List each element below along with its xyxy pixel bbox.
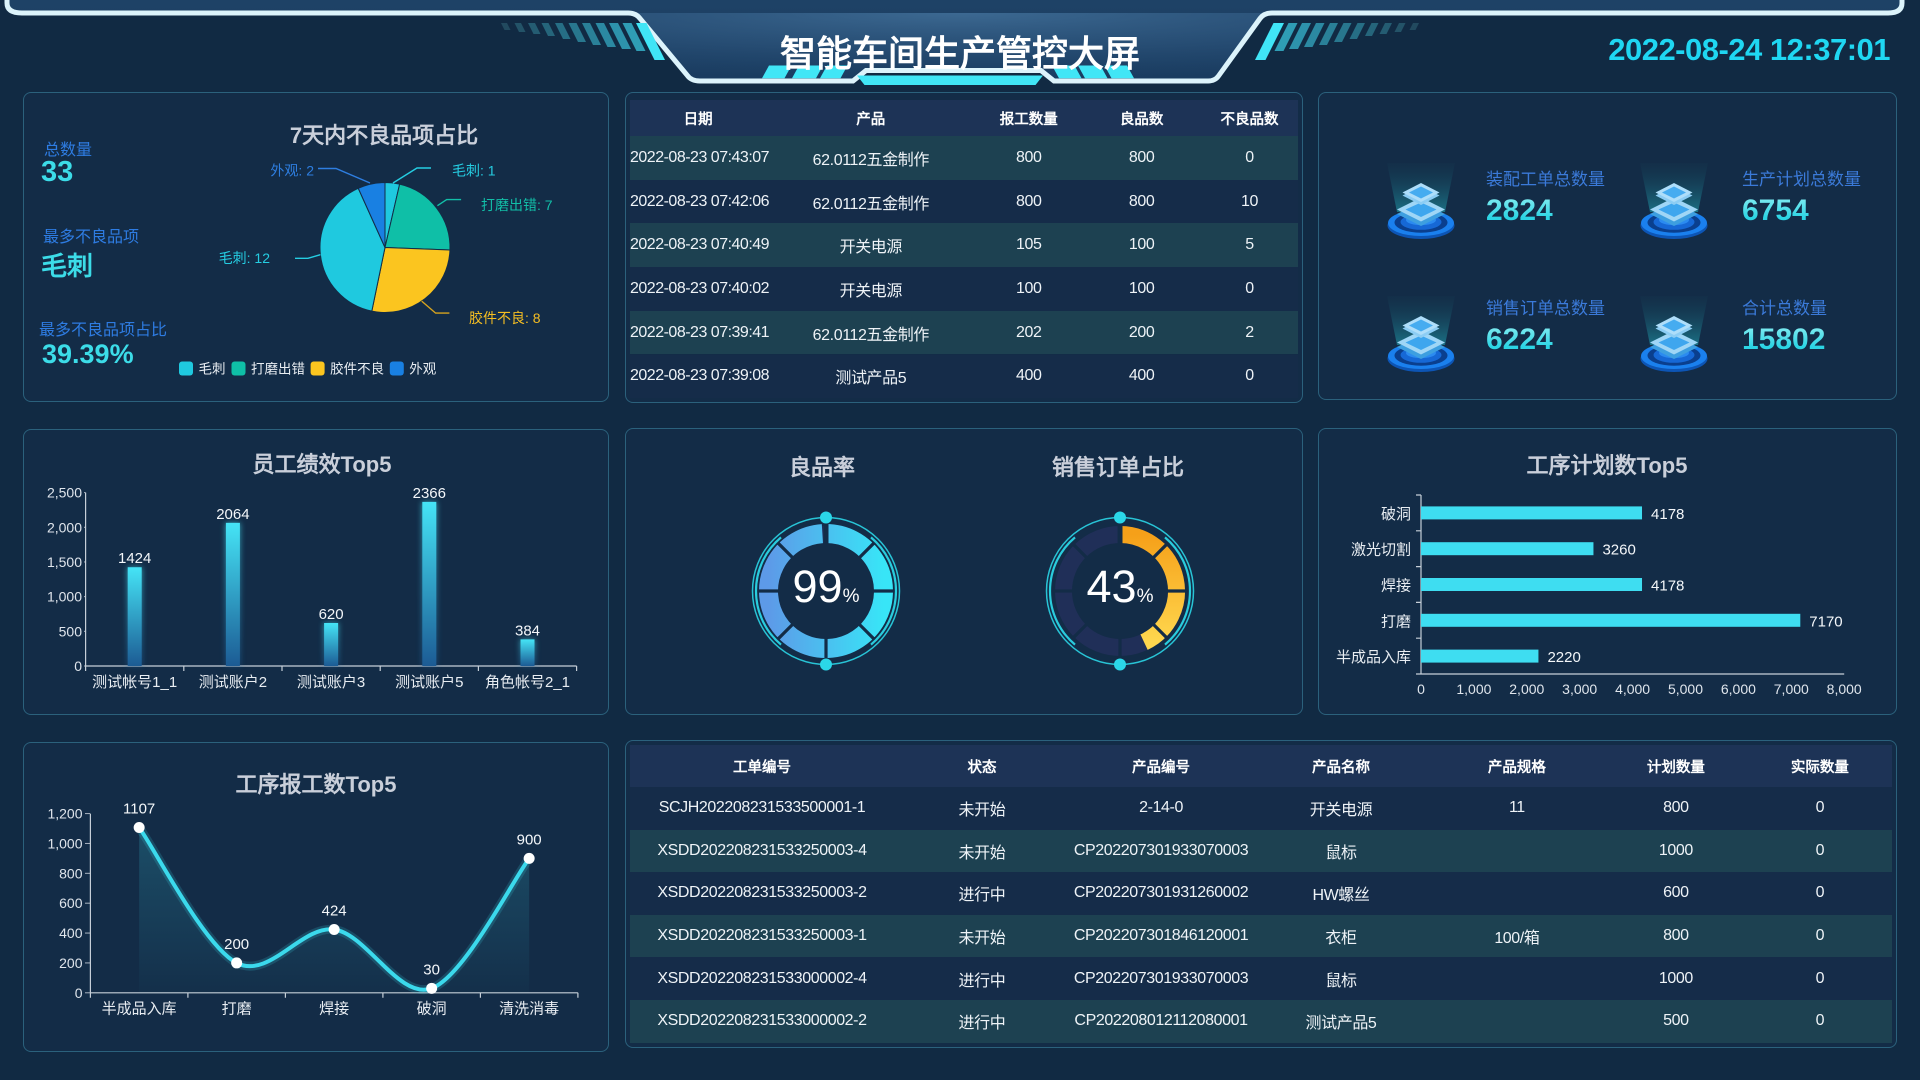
svg-text:胶件不良: 8: 胶件不良: 8 [469, 310, 541, 326]
svg-text:7,000: 7,000 [1774, 681, 1809, 697]
svg-text:2,500: 2,500 [47, 485, 82, 501]
svg-text:0: 0 [1417, 681, 1425, 697]
svg-text:毛刺: 12: 毛刺: 12 [219, 250, 271, 266]
svg-text:测试帐号1_1: 测试帐号1_1 [92, 674, 177, 691]
svg-text:4,000: 4,000 [1615, 681, 1650, 697]
svg-text:7170: 7170 [1809, 613, 1842, 630]
svg-text:0: 0 [74, 658, 82, 674]
svg-text:500: 500 [59, 623, 83, 639]
svg-text:激光切割: 激光切割 [1351, 542, 1411, 559]
svg-text:200: 200 [59, 955, 83, 971]
svg-text:5,000: 5,000 [1668, 681, 1703, 697]
svg-text:1,200: 1,200 [47, 806, 82, 822]
svg-text:清洗消毒: 清洗消毒 [499, 1000, 559, 1017]
svg-text:测试账户5: 测试账户5 [395, 674, 463, 691]
svg-text:1,000: 1,000 [47, 835, 82, 851]
svg-text:6,000: 6,000 [1721, 681, 1756, 697]
svg-text:打磨出错: 7: 打磨出错: 7 [481, 197, 553, 213]
svg-text:4178: 4178 [1651, 506, 1684, 523]
svg-text:毛刺: 毛刺 [199, 362, 226, 377]
svg-text:1,000: 1,000 [47, 589, 82, 605]
svg-text:384: 384 [515, 622, 540, 639]
svg-text:胶件不良: 胶件不良 [330, 361, 384, 377]
svg-text:2,000: 2,000 [47, 519, 82, 535]
svg-text:1424: 1424 [118, 550, 151, 567]
svg-text:2220: 2220 [1547, 649, 1580, 666]
svg-text:30: 30 [423, 961, 440, 978]
svg-text:外观: 2: 外观: 2 [270, 163, 314, 179]
svg-text:8,000: 8,000 [1827, 681, 1862, 697]
svg-text:半成品入库: 半成品入库 [102, 1000, 177, 1017]
svg-text:2,000: 2,000 [1509, 681, 1544, 697]
svg-text:600: 600 [59, 895, 83, 911]
svg-text:打磨出错: 打磨出错 [251, 361, 305, 377]
svg-text:1,000: 1,000 [1456, 681, 1491, 697]
svg-text:焊接: 焊接 [1381, 578, 1411, 595]
svg-text:400: 400 [59, 925, 83, 941]
svg-text:角色帐号2_1: 角色帐号2_1 [485, 674, 570, 691]
svg-text:3,000: 3,000 [1562, 681, 1597, 697]
svg-text:900: 900 [517, 831, 542, 848]
svg-text:3260: 3260 [1602, 542, 1635, 559]
svg-text:测试账户3: 测试账户3 [297, 674, 365, 691]
svg-text:200: 200 [224, 936, 249, 953]
svg-text:2366: 2366 [413, 485, 446, 502]
svg-text:424: 424 [322, 902, 347, 919]
svg-text:破洞: 破洞 [1381, 506, 1411, 523]
svg-text:800: 800 [59, 865, 83, 881]
svg-text:打磨: 打磨 [222, 1000, 252, 1017]
svg-text:测试账户2: 测试账户2 [199, 674, 267, 691]
svg-text:外观: 外观 [409, 362, 436, 377]
svg-text:1107: 1107 [123, 800, 155, 817]
svg-text:4178: 4178 [1651, 578, 1684, 595]
svg-text:620: 620 [319, 606, 344, 623]
svg-text:0: 0 [75, 985, 83, 1001]
svg-text:毛刺: 1: 毛刺: 1 [452, 163, 496, 179]
svg-text:1,500: 1,500 [47, 554, 82, 570]
svg-text:打磨: 打磨 [1381, 613, 1411, 630]
svg-text:焊接: 焊接 [319, 1000, 349, 1017]
svg-text:半成品入库: 半成品入库 [1336, 649, 1411, 666]
svg-text:破洞: 破洞 [417, 1000, 447, 1017]
svg-text:2064: 2064 [216, 506, 249, 523]
